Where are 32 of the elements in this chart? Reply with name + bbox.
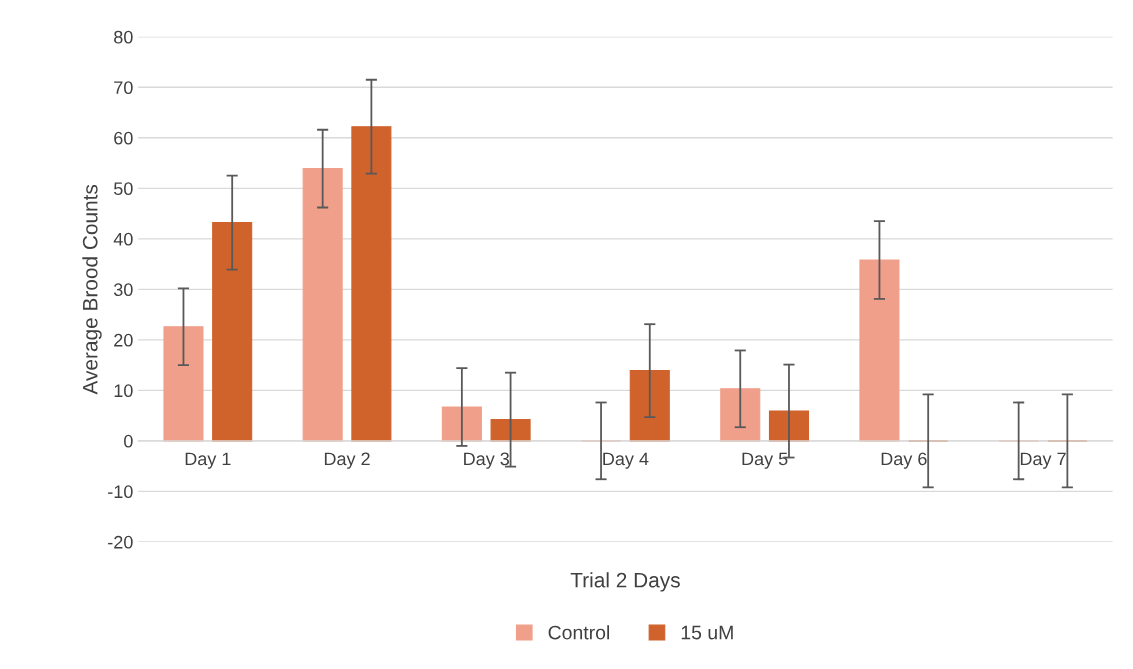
x-tick-label: Day 7: [1020, 452, 1066, 469]
x-tick-label: Day 3: [464, 452, 510, 469]
bar: [768, 410, 810, 442]
y-tick-label: -10: [108, 485, 133, 499]
bar: [490, 419, 531, 442]
y-tick-label: 70: [114, 81, 133, 95]
y-tick-label: 20: [114, 333, 133, 347]
bar: [859, 259, 900, 442]
y-axis-title: Average Brood Counts: [82, 184, 102, 395]
bar: [720, 388, 761, 442]
legend-label: 15 uM: [681, 625, 733, 640]
x-axis-title: Trial 2 Days: [570, 572, 680, 592]
y-tick-label: 50: [114, 182, 133, 196]
y-tick-label: 80: [114, 30, 133, 44]
y-tick-label: 0: [124, 434, 133, 448]
x-tick-label: Day 6: [881, 452, 927, 469]
bar: [212, 222, 253, 442]
bar: [351, 126, 392, 442]
y-tick-label: 10: [114, 384, 133, 398]
y-tick-label: 60: [114, 131, 133, 145]
y-tick-label: -20: [108, 535, 133, 549]
x-tick-label: Day 4: [603, 452, 649, 469]
bar: [629, 370, 670, 442]
legend-label: Control: [548, 625, 609, 640]
x-tick-label: Day 2: [324, 452, 370, 469]
bar: [441, 406, 482, 442]
x-tick-label: Day 5: [742, 452, 788, 469]
bar: [163, 326, 204, 442]
x-tick-label: Day 1: [185, 452, 231, 469]
y-tick-label: 30: [113, 283, 133, 297]
bar: [302, 168, 343, 442]
y-tick-label: 40: [113, 232, 133, 246]
